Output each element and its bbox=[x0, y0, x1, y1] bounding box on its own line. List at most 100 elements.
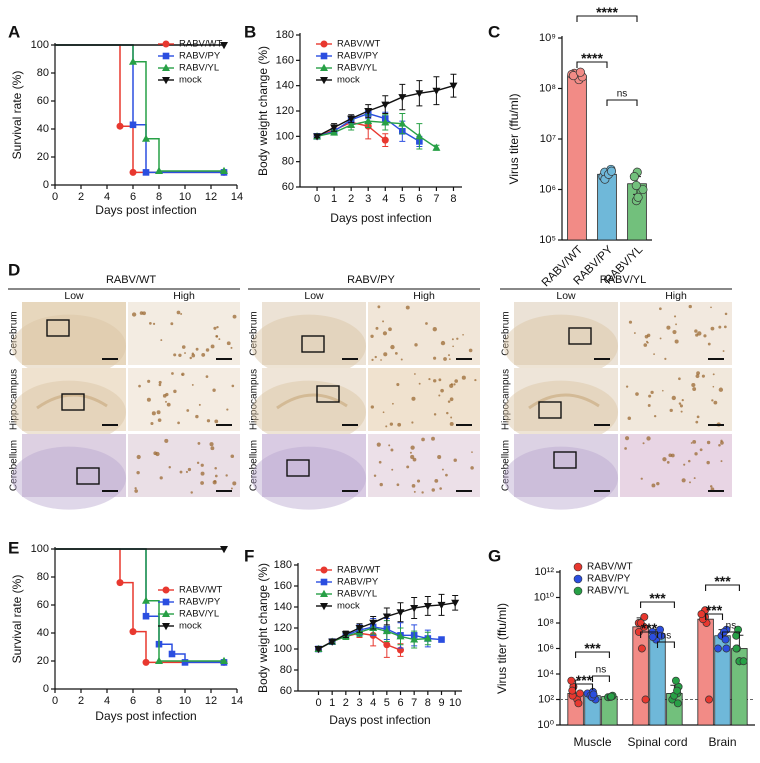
tissue-fold bbox=[36, 393, 108, 410]
stained-cell bbox=[650, 390, 654, 395]
significance-label: *** bbox=[584, 640, 601, 656]
stained-cell bbox=[380, 359, 382, 361]
legend-label: RABV/WT bbox=[337, 39, 380, 50]
data-point bbox=[129, 168, 137, 176]
x-tick-label: 2 bbox=[78, 695, 84, 707]
histology-image bbox=[514, 302, 618, 365]
x-axis-title: Days post infection bbox=[95, 709, 196, 723]
x-tick-label: 7 bbox=[411, 697, 417, 709]
legend-marker bbox=[320, 40, 328, 48]
stained-cell bbox=[695, 374, 700, 379]
data-point bbox=[574, 699, 583, 708]
stained-cell bbox=[376, 442, 381, 447]
survival-curve bbox=[55, 548, 224, 664]
significance-label: *** bbox=[714, 573, 731, 589]
stained-cell bbox=[377, 305, 381, 309]
data-point bbox=[129, 57, 137, 65]
data-point bbox=[567, 676, 576, 685]
stained-cell bbox=[449, 421, 454, 426]
stained-cell bbox=[180, 312, 183, 315]
x-tick-label: 2 bbox=[78, 191, 84, 203]
stained-cell bbox=[678, 402, 682, 405]
stained-cell bbox=[200, 471, 205, 476]
data-point bbox=[410, 605, 419, 613]
stained-cell bbox=[633, 332, 636, 334]
data-point bbox=[637, 644, 646, 653]
stained-cell bbox=[370, 405, 374, 409]
stained-cell bbox=[718, 444, 721, 447]
y-axis-title: Body weight change (%) bbox=[256, 46, 270, 176]
stained-cell bbox=[373, 474, 377, 478]
stained-cell bbox=[694, 452, 698, 456]
y-tick-label: 10⁴ bbox=[537, 668, 554, 680]
stained-cell bbox=[160, 339, 163, 342]
x-tick-label: 7 bbox=[433, 193, 439, 205]
stained-cell bbox=[230, 487, 233, 490]
data-point bbox=[739, 657, 748, 666]
stained-cell bbox=[643, 343, 648, 347]
histology-image bbox=[514, 434, 618, 497]
stained-cell bbox=[418, 382, 421, 385]
stained-cell bbox=[397, 422, 402, 427]
row-label: Cerebrum bbox=[9, 311, 20, 355]
data-point bbox=[640, 612, 649, 621]
y-tick-label: 180 bbox=[276, 29, 294, 41]
data-point bbox=[142, 596, 150, 604]
group-title: RABV/WT bbox=[106, 274, 156, 286]
histology-image bbox=[262, 434, 366, 497]
stained-cell bbox=[205, 375, 209, 378]
x-tick-label: 8 bbox=[425, 697, 431, 709]
significance-bracket bbox=[576, 61, 608, 68]
data-point bbox=[671, 676, 680, 685]
data-point bbox=[606, 166, 617, 176]
y-tick-label: 10⁰ bbox=[537, 719, 554, 731]
data-point bbox=[328, 638, 337, 646]
x-tick-label: 10 bbox=[449, 697, 461, 709]
zoom-box bbox=[46, 319, 70, 337]
stained-cell bbox=[696, 371, 700, 376]
stained-cell bbox=[389, 422, 394, 426]
stained-cell bbox=[147, 379, 151, 383]
y-tick-label: 100 bbox=[276, 130, 294, 142]
stained-cell bbox=[693, 477, 696, 480]
data-point bbox=[423, 634, 432, 642]
data-point bbox=[382, 613, 391, 621]
group-title: RABV/PY bbox=[347, 274, 395, 286]
data-point bbox=[410, 635, 419, 643]
legend-label: RABV/PY bbox=[587, 574, 631, 585]
stained-cell bbox=[624, 447, 627, 450]
stained-cell bbox=[449, 383, 454, 388]
significance-label: *** bbox=[641, 620, 658, 636]
x-tick-label: 4 bbox=[370, 697, 376, 709]
legend-label: RABV/YL bbox=[179, 63, 219, 74]
significance-label: **** bbox=[581, 50, 603, 66]
stained-cell bbox=[452, 345, 454, 348]
data-point bbox=[398, 119, 407, 127]
tissue-shape bbox=[503, 446, 618, 510]
data-point bbox=[636, 619, 645, 627]
stained-cell bbox=[718, 325, 722, 329]
stained-cell bbox=[156, 410, 161, 415]
stained-cell bbox=[709, 485, 713, 488]
stained-cell bbox=[433, 356, 437, 360]
data-point bbox=[576, 689, 584, 698]
stained-cell bbox=[474, 378, 477, 382]
legend-marker bbox=[162, 609, 170, 617]
y-axis-title: Body weight change (%) bbox=[256, 563, 270, 693]
x-tick-label: 1 bbox=[329, 697, 335, 709]
stained-cell bbox=[226, 341, 231, 346]
x-tick-label: 0 bbox=[52, 695, 58, 707]
stained-cell bbox=[462, 333, 464, 336]
y-tick-label: 140 bbox=[274, 601, 292, 613]
stained-cell bbox=[647, 404, 651, 407]
legend-label: mock bbox=[179, 621, 202, 632]
survival-curve bbox=[55, 44, 224, 172]
row-label: Cerebellum bbox=[501, 440, 512, 491]
data-point bbox=[142, 134, 150, 142]
x-tick-label: 1 bbox=[331, 193, 337, 205]
data-point bbox=[451, 599, 460, 607]
data-point bbox=[438, 636, 445, 643]
x-tick-label: 12 bbox=[205, 695, 217, 707]
stained-cell bbox=[431, 436, 435, 441]
stained-cell bbox=[712, 373, 715, 376]
